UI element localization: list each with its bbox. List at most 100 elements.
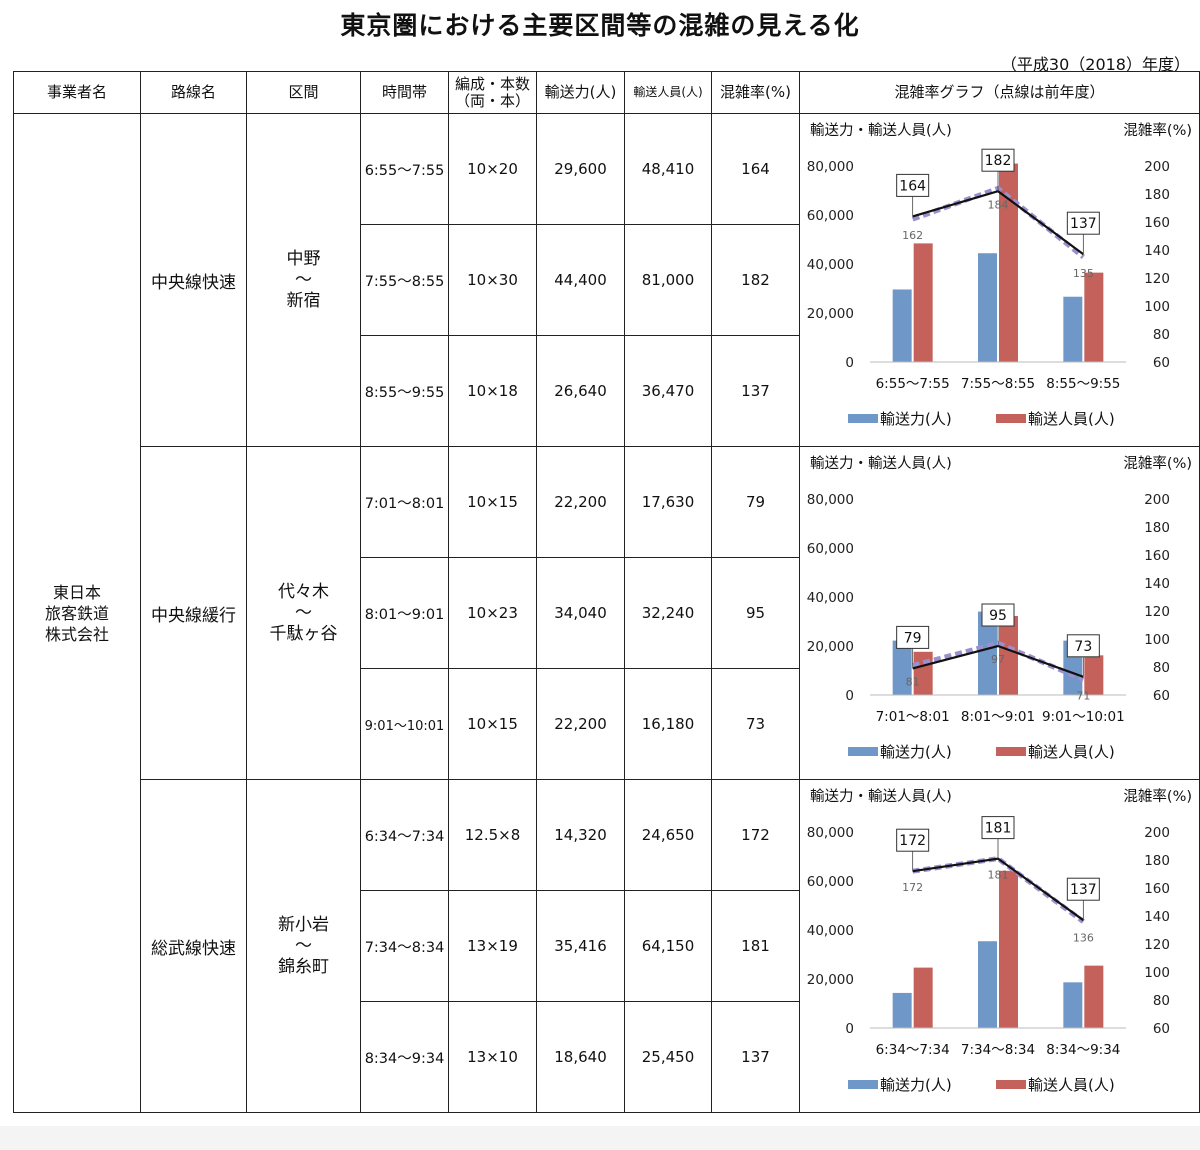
header-passengers: 輸送人員(人) xyxy=(624,71,712,114)
rate-value: 182 xyxy=(711,224,800,336)
rate-label: 79 xyxy=(904,630,922,646)
congestion-table: 事業者名 路線名 区間 時間帯 編成・本数 （両・本） 輸送力(人) 輸送人員(… xyxy=(13,71,1200,1113)
table-row: 7:55～8:55 10×30 44,400 81,000 182 xyxy=(14,224,1200,336)
congestion-chart: 輸送力・輸送人員(人) 混雑率(%) 80,000 60,000 40,000 20,00… xyxy=(807,788,1192,1094)
rate-label: 172 xyxy=(899,833,926,849)
header-rate: 混雑率(%) xyxy=(711,71,800,114)
legend-swatch-passengers xyxy=(996,747,1026,756)
right-tick-label: 120 xyxy=(1144,604,1170,620)
formation-value: 10×15 xyxy=(448,668,537,780)
right-tick-label: 100 xyxy=(1144,299,1170,315)
right-tick-label: 60 xyxy=(1153,1021,1170,1037)
line-name: 中央線緩行 xyxy=(140,446,247,780)
header-line: 路線名 xyxy=(140,71,247,114)
right-tick-label: 160 xyxy=(1144,215,1170,231)
header-formation-line2: （両・本） xyxy=(454,91,530,110)
category-label: 8:01～9:01 xyxy=(961,709,1035,725)
operator-cell: 東日本 旅客鉄道 株式会社 xyxy=(13,113,141,1113)
passengers-value: 24,650 xyxy=(624,779,712,891)
bar-capacity xyxy=(1063,982,1083,1028)
right-tick-label: 200 xyxy=(1144,825,1170,841)
section-to: 錦糸町 xyxy=(278,956,329,977)
section-tilde: ～ xyxy=(295,602,312,623)
rate-label: 164 xyxy=(899,178,926,194)
rate-label-box xyxy=(1066,634,1100,658)
right-tick-label: 120 xyxy=(1144,271,1170,287)
table-row: 総武線快速 新小岩 ～ 錦糸町 6:34～7:34 12.5×8 14,320 … xyxy=(14,779,1200,1113)
company-name-line: 東日本 xyxy=(52,582,101,602)
category-label: 6:34～7:34 xyxy=(876,1042,950,1058)
legend-swatch-capacity xyxy=(848,747,878,756)
bar-passengers xyxy=(913,967,933,1028)
bar-capacity xyxy=(978,941,997,1028)
right-axis-label: 混雑率(%) xyxy=(1123,122,1192,139)
header-time: 時間帯 xyxy=(360,71,449,114)
time-slot: 7:34～8:34 xyxy=(360,890,449,1002)
line-name: 中央線快速 xyxy=(140,113,247,447)
header-section: 区間 xyxy=(246,71,361,114)
time-slot: 6:55～7:55 xyxy=(360,113,449,225)
right-tick-label: 100 xyxy=(1144,965,1170,981)
right-tick-label: 160 xyxy=(1144,548,1170,564)
passengers-value: 64,150 xyxy=(624,890,712,1002)
passengers-value: 17,630 xyxy=(624,446,712,558)
rate-value: 95 xyxy=(711,557,800,669)
header-formation: 編成・本数 （両・本） xyxy=(448,71,537,114)
left-tick-label: 60,000 xyxy=(807,874,854,890)
right-tick-label: 140 xyxy=(1144,576,1170,592)
right-tick-label: 160 xyxy=(1144,881,1170,897)
capacity-value: 18,640 xyxy=(536,1001,625,1113)
time-slot: 7:55～8:55 xyxy=(360,224,449,336)
section-from: 新小岩 xyxy=(278,914,329,935)
right-axis-label: 混雑率(%) xyxy=(1123,455,1192,472)
left-axis-label: 輸送力・輸送人員(人) xyxy=(810,455,952,472)
section-to: 千駄ヶ谷 xyxy=(269,623,338,644)
left-tick-label: 0 xyxy=(845,688,854,704)
rate-label-box xyxy=(981,816,1015,840)
passengers-value: 16,180 xyxy=(624,668,712,780)
legend-swatch-passengers xyxy=(996,414,1026,423)
right-tick-label: 60 xyxy=(1153,688,1170,704)
bar-passengers xyxy=(999,616,1018,695)
right-tick-label: 140 xyxy=(1144,243,1170,259)
rate-label: 182 xyxy=(985,153,1012,169)
left-tick-label: 20,000 xyxy=(807,972,854,988)
left-tick-label: 20,000 xyxy=(807,639,854,655)
passengers-value: 36,470 xyxy=(624,335,712,447)
time-slot: 7:01～8:01 xyxy=(360,446,449,558)
bar-capacity xyxy=(978,253,997,362)
bar-capacity xyxy=(892,992,912,1028)
passengers-value: 81,000 xyxy=(624,224,712,336)
header-graph: 混雑率グラフ（点線は前年度） xyxy=(799,71,1200,114)
page-title: 東京圏における主要区間等の混雑の見える化 xyxy=(340,11,860,40)
table-row: 東日本 旅客鉄道 株式会社 中央線快速 中野 ～ 新宿 6:55～7:55 10… xyxy=(13,113,1200,1113)
right-tick-label: 200 xyxy=(1144,492,1170,508)
bar-passengers xyxy=(1084,965,1104,1028)
bar-passengers xyxy=(999,163,1018,362)
rate-value: 181 xyxy=(711,890,800,1002)
formation-value: 10×15 xyxy=(448,446,537,558)
right-tick-label: 80 xyxy=(1153,993,1170,1009)
left-tick-label: 0 xyxy=(845,355,854,371)
legend-label: 輸送力(人) xyxy=(880,410,952,428)
congestion-chart: 輸送力・輸送人員(人) 混雑率(%) 80,000 60,000 40,000 20,00… xyxy=(807,122,1192,428)
rate-label-box xyxy=(896,173,930,197)
time-slot: 9:01～10:01 xyxy=(360,668,449,780)
right-tick-label: 180 xyxy=(1144,853,1170,869)
category-label: 7:55～8:55 xyxy=(961,376,1035,392)
rate-value: 73 xyxy=(711,668,800,780)
legend-label: 輸送人員(人) xyxy=(1028,743,1115,761)
left-axis-label: 輸送力・輸送人員(人) xyxy=(810,788,952,805)
capacity-value: 29,600 xyxy=(536,113,625,225)
legend-label: 輸送人員(人) xyxy=(1028,410,1115,428)
rate-label-box xyxy=(981,148,1015,172)
line-name: 総武線快速 xyxy=(140,779,247,1113)
left-tick-label: 0 xyxy=(845,1021,854,1037)
rate-value: 164 xyxy=(711,113,800,225)
bar-passengers xyxy=(1084,272,1104,362)
rate-value: 137 xyxy=(711,1001,800,1113)
table-row: 8:55～9:55 10×18 26,640 36,470 137 xyxy=(14,335,1200,447)
bottom-strip xyxy=(0,1126,1200,1150)
right-tick-label: 80 xyxy=(1153,327,1170,343)
bar-capacity xyxy=(892,640,912,695)
